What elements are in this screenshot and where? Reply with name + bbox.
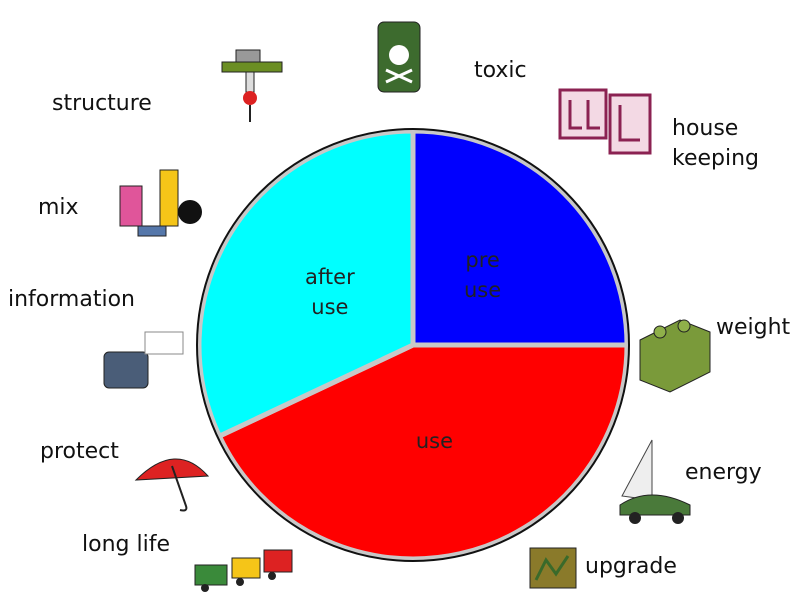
icon-structure <box>221 49 283 122</box>
icon-energy <box>619 439 691 524</box>
pie-outline <box>196 128 630 562</box>
pie <box>196 128 630 562</box>
label: energy <box>685 460 762 485</box>
label: upgrade <box>585 554 677 579</box>
slice-label: use <box>415 429 454 454</box>
pie-slice <box>196 128 416 439</box>
icon-weight <box>639 319 711 393</box>
slice-label: after use <box>305 265 355 320</box>
icon-long-life <box>194 549 293 592</box>
label: house keeping <box>672 116 760 171</box>
label: toxic <box>474 58 527 83</box>
icon-house-keeping <box>558 88 652 155</box>
icon-information <box>103 331 184 389</box>
label: information <box>8 287 135 312</box>
label: long life <box>82 532 170 557</box>
icon-protect <box>134 458 210 512</box>
slice-label: pre use <box>464 248 502 303</box>
icon-mix <box>119 169 202 237</box>
label: protect <box>40 439 119 464</box>
icon-upgrade <box>529 547 577 589</box>
icon-toxic <box>377 21 421 93</box>
label: mix <box>38 195 79 220</box>
pie-slice <box>216 342 630 562</box>
pie-slice <box>410 128 630 348</box>
label: weight <box>716 315 791 340</box>
label: structure <box>52 91 152 116</box>
